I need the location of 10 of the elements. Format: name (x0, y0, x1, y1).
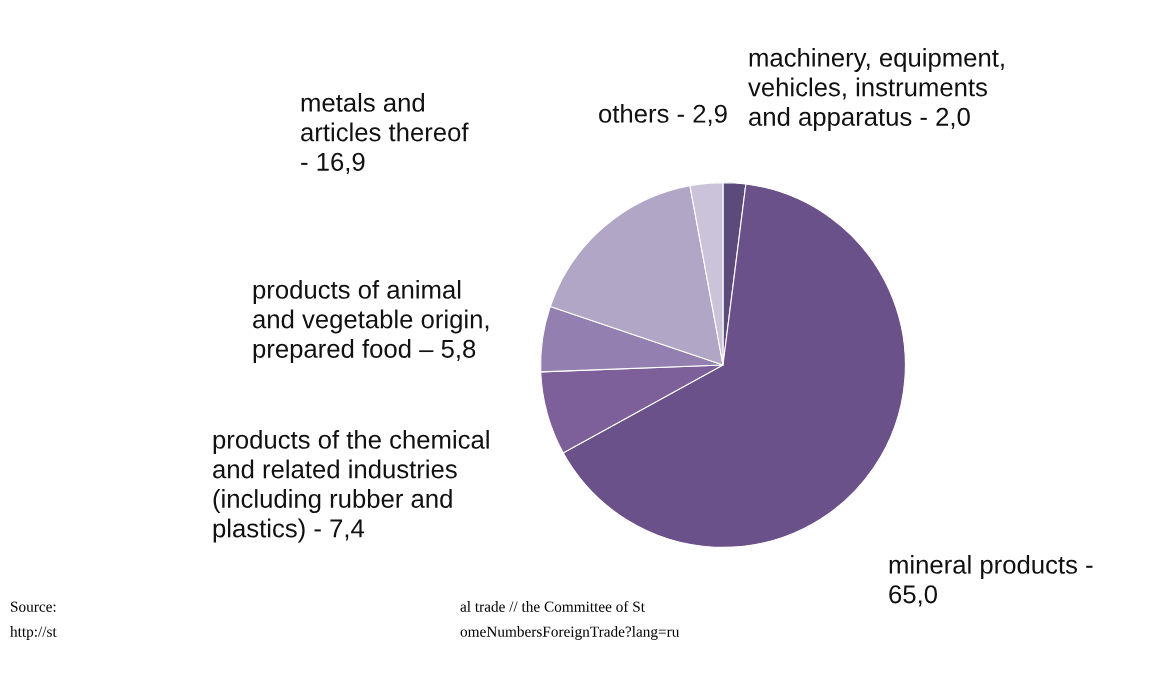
slice-label: metals and articles thereof - 16,9 (301, 93, 469, 174)
slice-label: others - 2,9 (599, 104, 727, 126)
slice-label: products of animal and vegetable origin, prepared food – 5,8 (253, 280, 489, 364)
text: omeNumbersForeignTrade?lang=ru (460, 626, 680, 640)
slice-label: mineral products - 65,0 (889, 555, 1093, 607)
slice-label: products of the chemical and related industries (including rubber and plastics) - 7,4 (213, 430, 489, 543)
slice-label: machinery, equipment, vehicles, instruments and apparatus - 2,0 (748, 48, 1004, 132)
text: http://st (10, 626, 57, 640)
source-note: Source: (11, 601, 56, 612)
text: al trade // the Committee of St (460, 600, 645, 612)
